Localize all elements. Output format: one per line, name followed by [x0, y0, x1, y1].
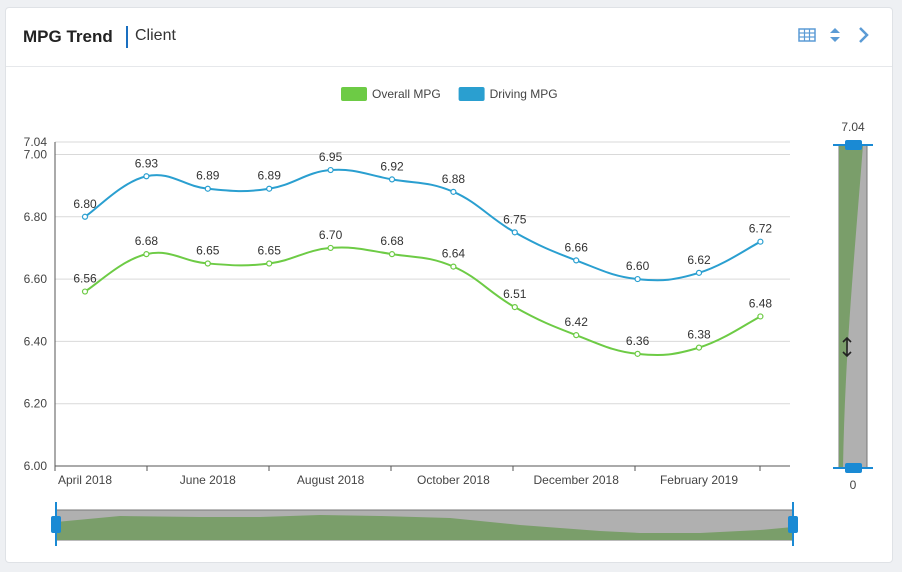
hzoom-data-shadow	[56, 515, 793, 540]
y-tick-label: 6.60	[24, 272, 48, 286]
data-point	[327, 244, 334, 252]
y-tick-label: 6.20	[24, 397, 48, 411]
data-label: 6.95	[319, 150, 343, 164]
data-label: 6.51	[503, 287, 527, 301]
y-axis: 6.00 6.20 6.40 6.60 6.80 7.007.04	[24, 135, 56, 473]
data-label: 6.65	[258, 244, 282, 258]
series-line	[84, 246, 761, 356]
data-label: 6.60	[626, 259, 650, 273]
data-point	[266, 185, 273, 192]
data-point	[204, 185, 211, 192]
series-line	[84, 168, 761, 282]
y-tick-label: 6.00	[24, 459, 48, 473]
legend-label: Overall MPG	[372, 87, 441, 101]
chart-series: 6.56 6.68 6.65 6.65 6.70 6.68 6.64 6.51 6.42 6.36…	[73, 150, 773, 357]
data-point	[511, 229, 518, 236]
data-point	[573, 257, 580, 264]
data-label: 6.36	[626, 334, 650, 348]
resize-cursor-icon	[842, 336, 852, 358]
vzoom-start-label: 7.04	[841, 120, 865, 134]
data-label: 6.42	[565, 315, 589, 329]
data-label: 6.38	[687, 328, 711, 342]
data-point	[81, 213, 89, 220]
legend-label: Driving MPG	[490, 87, 558, 101]
card-title: MPG Trend	[23, 27, 113, 46]
x-tick-label: August 2018	[297, 473, 365, 487]
data-point	[634, 275, 641, 283]
chart-legend: Overall MPG Driving MPG	[341, 87, 558, 101]
sort-icon[interactable]	[826, 26, 844, 44]
data-point	[204, 260, 211, 267]
hzoom-left-handle[interactable]	[51, 516, 61, 533]
data-point	[450, 188, 457, 195]
x-axis: April 2018 June 2018 August 2018 October 20…	[54, 466, 761, 487]
data-label: 6.75	[503, 212, 527, 226]
data-point	[388, 176, 396, 183]
data-label: 6.70	[319, 228, 343, 242]
data-point	[757, 238, 764, 245]
data-point	[81, 288, 89, 295]
data-point	[266, 260, 273, 267]
table-icon[interactable]	[798, 26, 816, 44]
data-label: 6.68	[380, 234, 404, 248]
vertical-zoom-slider[interactable]: 7.04 0	[833, 120, 873, 492]
data-point	[573, 332, 580, 339]
title-divider	[126, 26, 128, 48]
data-label: 6.80	[73, 197, 97, 211]
chart-grid	[55, 141, 790, 467]
data-label: 6.93	[135, 156, 159, 170]
vzoom-bottom-handle[interactable]	[845, 463, 862, 473]
x-tick-label: April 2018	[58, 473, 112, 487]
data-label: 6.68	[135, 234, 159, 248]
mpg-trend-card: MPG Trend Client	[5, 7, 893, 563]
data-label: 6.89	[258, 169, 282, 183]
data-point	[450, 263, 457, 270]
data-label: 6.92	[380, 159, 404, 173]
data-point	[388, 251, 396, 258]
data-label: 6.66	[565, 240, 589, 254]
data-point	[511, 304, 518, 311]
hzoom-right-handle[interactable]	[788, 516, 798, 533]
data-point	[143, 173, 150, 180]
vzoom-end-label: 0	[850, 478, 857, 492]
card-subtitle: Client	[135, 27, 176, 44]
x-tick-label: October 2018	[417, 473, 490, 487]
vzoom-data-shadow	[839, 145, 863, 468]
card-header: MPG Trend Client	[6, 8, 892, 67]
chevron-right-icon[interactable]	[854, 26, 872, 44]
data-label: 6.64	[442, 247, 466, 261]
data-label: 6.62	[687, 253, 711, 267]
horizontal-zoom-slider[interactable]	[51, 502, 798, 546]
data-point	[143, 251, 150, 258]
data-label: 6.48	[749, 296, 773, 310]
data-point	[327, 166, 334, 174]
data-label: 6.88	[442, 172, 466, 186]
y-tick-label: 6.80	[24, 210, 48, 224]
legend-swatch	[341, 87, 367, 101]
data-label: 6.65	[196, 244, 220, 258]
x-tick-label: December 2018	[534, 473, 620, 487]
header-toolbar	[798, 26, 872, 44]
data-point	[757, 313, 764, 320]
data-point	[695, 269, 703, 276]
data-point	[695, 344, 703, 351]
y-tick-label: 7.04	[24, 135, 48, 149]
data-label: 6.72	[749, 222, 773, 236]
data-point	[634, 350, 641, 357]
vzoom-top-handle[interactable]	[845, 140, 862, 150]
data-label: 6.89	[196, 169, 220, 183]
y-tick-label: 6.40	[24, 334, 48, 348]
data-label: 6.56	[73, 272, 97, 286]
y-tick-label: 7.00	[24, 147, 48, 161]
x-tick-label: June 2018	[180, 473, 236, 487]
legend-swatch	[458, 87, 485, 101]
x-tick-label: February 2019	[660, 473, 738, 487]
